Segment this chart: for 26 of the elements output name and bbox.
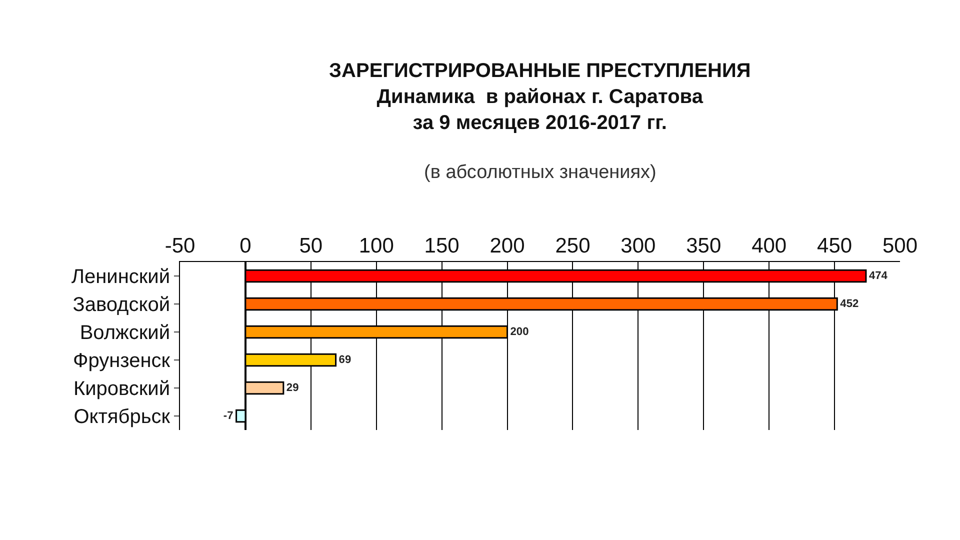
chart-title: ЗАРЕГИСТРИРОВАННЫЕ ПРЕСТУПЛЕНИЯ Динамика в районах г. Саратова за 9 месяцев 2016-2017 гг. <box>329 60 751 134</box>
x-tick-label: 200 <box>490 234 525 258</box>
x-tick-label: -50 <box>164 234 196 258</box>
x-tick-label: 50 <box>299 234 323 258</box>
data-label: 69 <box>338 354 352 366</box>
x-tick-label: 0 <box>240 234 252 258</box>
data-label: 452 <box>840 298 859 310</box>
data-label: 474 <box>868 270 888 282</box>
x-tick-label: 250 <box>555 234 590 258</box>
y-tick-label: Ленинский <box>71 266 170 288</box>
y-tick-label: Заводской <box>72 294 170 316</box>
y-tick-label: Октябрьск <box>74 406 170 428</box>
x-tick-label: 400 <box>752 234 787 258</box>
x-tick-label: 150 <box>424 234 460 258</box>
y-tick-label: Фрунзенск <box>72 350 170 372</box>
data-label: 200 <box>510 326 529 338</box>
x-tick-label: 100 <box>358 234 394 258</box>
x-tick-label: 500 <box>882 234 918 258</box>
chart-subtitle: (в абсолютных значениях) <box>424 162 656 183</box>
data-label: -7 <box>223 410 234 422</box>
y-tick-label: Кировский <box>73 378 170 400</box>
data-label: 29 <box>286 382 299 394</box>
x-tick-label: 300 <box>620 234 656 258</box>
x-tick-label: 450 <box>817 234 852 258</box>
y-tick-label: Волжский <box>80 322 170 344</box>
x-tick-label: 350 <box>686 234 722 258</box>
